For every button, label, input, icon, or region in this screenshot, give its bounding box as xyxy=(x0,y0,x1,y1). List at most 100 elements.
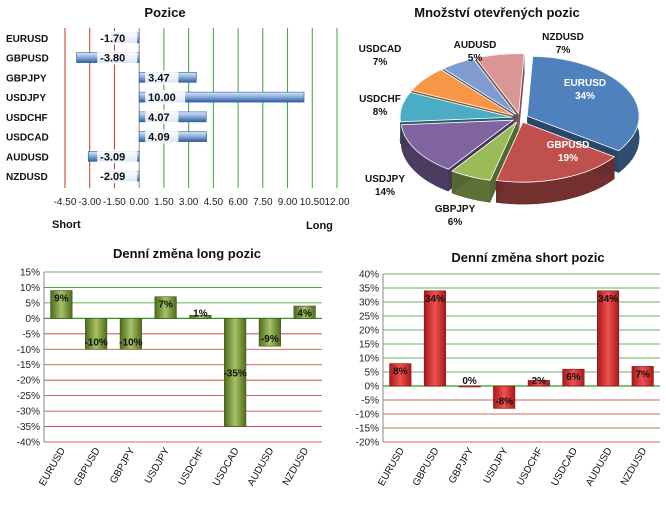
x-tick-label: -3.00 xyxy=(78,197,101,208)
xlabel-short: Short xyxy=(52,219,81,231)
category-label: NZDUSD xyxy=(619,446,649,488)
value-label: -9% xyxy=(261,334,279,345)
bar xyxy=(293,305,316,319)
y-tick-label: 10% xyxy=(359,354,379,365)
y-tick-label: 10% xyxy=(20,283,40,294)
pie-slice xyxy=(526,55,640,152)
pie-label: NZDUSD xyxy=(542,32,584,43)
value-label: 4% xyxy=(297,308,312,319)
long-change-chart: 15% 10% 5% 0% -5% -10% -15% -20% -25% -30% -35% -40… xyxy=(17,268,322,488)
title-short-change: Denní změna short pozic xyxy=(451,250,604,265)
category-label: GBPUSD xyxy=(72,446,103,488)
value-label-bg xyxy=(97,50,138,65)
value-label-bg xyxy=(97,169,138,184)
category-label: USDCAD xyxy=(549,446,580,488)
category-label: GBPJPY xyxy=(6,73,47,84)
bar xyxy=(138,91,305,103)
pie-chart: EURUSD 34% GBPUSD 19% GBPJPY 6% USDJPY 14% USDCH… xyxy=(359,32,640,228)
pie-slice xyxy=(475,53,525,115)
value-label: -3.09 xyxy=(100,151,125,163)
value-label: 4.07 xyxy=(148,112,169,124)
y-tick-label: -30% xyxy=(17,407,40,418)
pie-slice-wall xyxy=(518,53,525,136)
value-label: 4.09 xyxy=(148,132,169,144)
y-tick-label: 15% xyxy=(359,340,379,351)
category-label: NZDUSD xyxy=(6,172,48,183)
value-label: 6% xyxy=(566,372,581,383)
category-label: USDJPY xyxy=(482,446,511,486)
x-tick-label: -4.50 xyxy=(54,197,77,208)
pie-slice xyxy=(410,69,514,116)
value-label: 2% xyxy=(532,376,547,387)
category-label: EURUSD xyxy=(376,446,407,488)
y-tick-label: -10% xyxy=(356,410,379,421)
x-tick-label: 12.00 xyxy=(324,197,349,208)
y-tick-label: 35% xyxy=(359,284,379,295)
bar xyxy=(189,314,212,319)
y-tick-label: 20% xyxy=(359,326,379,337)
value-label-bg xyxy=(145,129,179,144)
y-tick-label: 15% xyxy=(20,268,40,279)
y-tick-label: -5% xyxy=(361,396,379,407)
y-tick-label: -40% xyxy=(17,438,40,449)
value-label: -1.70 xyxy=(100,33,125,45)
pie-slice xyxy=(400,119,515,170)
pie-label: EURUSD xyxy=(564,78,606,89)
value-label: -35% xyxy=(223,368,246,379)
y-tick-label: -5% xyxy=(22,329,40,340)
x-tick-label: -1.50 xyxy=(103,197,126,208)
xlabel-long: Long xyxy=(306,220,333,232)
category-label: USDJPY xyxy=(6,93,46,104)
bar xyxy=(389,363,412,387)
x-tick-label: 4.50 xyxy=(204,197,224,208)
value-label: -2.09 xyxy=(100,171,125,183)
category-label: AUDUSD xyxy=(584,446,615,488)
category-label: EURUSD xyxy=(37,446,68,488)
y-tick-label: -35% xyxy=(17,422,40,433)
y-tick-label: 0% xyxy=(26,314,41,325)
bar xyxy=(119,318,142,350)
pie-pct-label: 34% xyxy=(575,91,595,102)
value-label-bg xyxy=(97,149,138,164)
value-label-bg xyxy=(145,90,186,105)
x-tick-label: 1.50 xyxy=(154,197,174,208)
short-change-chart: 40% 35% 30% 25% 20% 15% 10% 5% 0% -5% -10% -15% -20%… xyxy=(356,270,660,488)
y-tick-label: -25% xyxy=(17,391,40,402)
value-label: -10% xyxy=(119,337,142,348)
value-label: 7% xyxy=(635,369,650,380)
value-label: 9% xyxy=(54,294,69,305)
value-label: 34% xyxy=(425,294,445,305)
y-tick-label: -20% xyxy=(17,376,40,387)
category-label: USDCHF xyxy=(6,113,48,124)
bar xyxy=(50,290,73,319)
pie-pct-label: 8% xyxy=(373,107,388,118)
x-tick-label: 3.00 xyxy=(179,197,199,208)
title-pozice: Pozice xyxy=(144,5,185,20)
pie-pct-label: 6% xyxy=(448,217,463,228)
bar xyxy=(423,290,446,387)
category-label: GBPUSD xyxy=(6,54,49,65)
value-label: -8% xyxy=(495,396,513,407)
pie-label: USDCHF xyxy=(359,94,401,105)
pie-pct-label: 7% xyxy=(373,57,388,68)
bar xyxy=(493,385,516,409)
pie-slice xyxy=(451,121,518,181)
x-tick-label: 0.00 xyxy=(129,197,149,208)
pie-pct-label: 5% xyxy=(468,53,483,64)
y-tick-label: 25% xyxy=(359,312,379,323)
pie-slice xyxy=(442,58,517,115)
category-label: USDCHF xyxy=(515,446,545,488)
category-label: AUDUSD xyxy=(246,446,277,488)
pie-pct-label: 19% xyxy=(558,153,578,164)
bar xyxy=(154,296,177,319)
bar xyxy=(597,290,620,387)
y-tick-label: -15% xyxy=(356,424,379,435)
category-label: EURUSD xyxy=(6,34,48,45)
pie-label: GBPUSD xyxy=(547,140,590,151)
value-label: 34% xyxy=(598,294,618,305)
value-label-bg xyxy=(97,30,138,45)
category-label: GBPJPY xyxy=(108,446,137,486)
value-label: 0% xyxy=(462,376,477,387)
value-label: 8% xyxy=(393,367,408,378)
